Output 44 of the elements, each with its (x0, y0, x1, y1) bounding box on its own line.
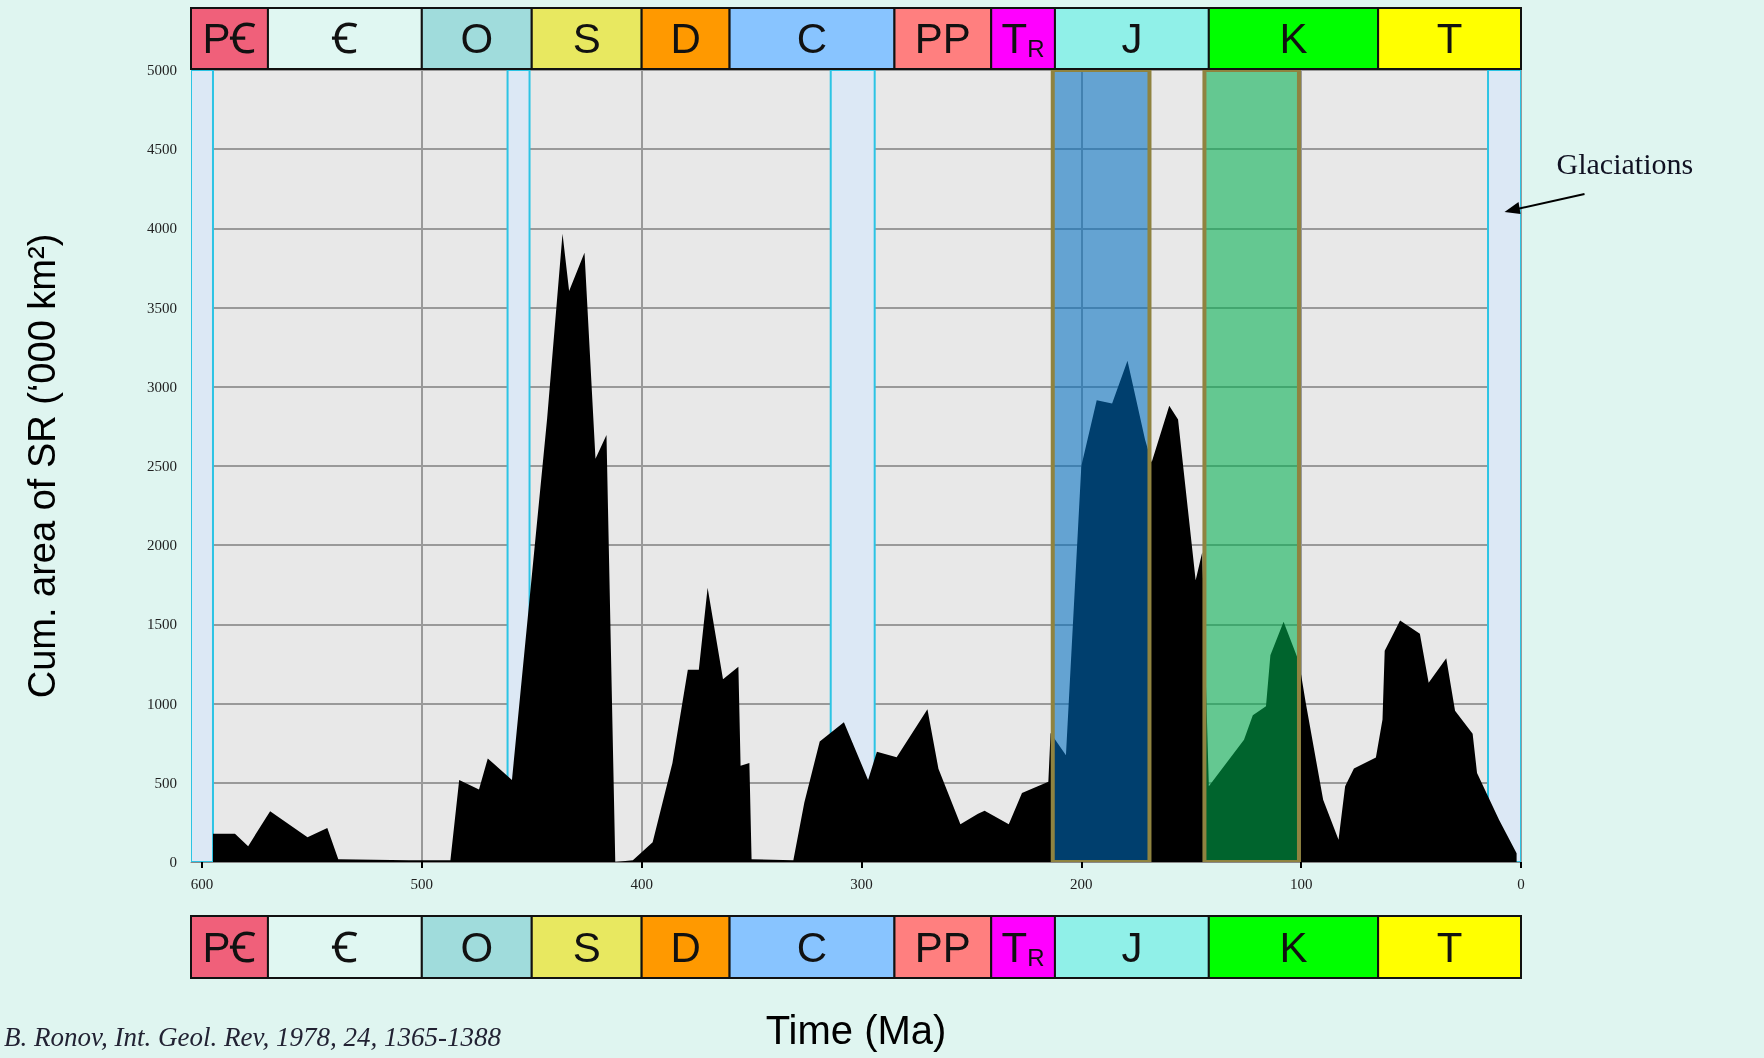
text: S (572, 15, 601, 62)
text: PꞒ (202, 923, 257, 971)
text: O (460, 923, 494, 971)
text: C (796, 15, 828, 62)
text: K (1279, 923, 1308, 971)
text: K (1279, 15, 1308, 62)
text: T (1436, 15, 1463, 62)
x-tick-label: 400 (630, 875, 653, 892)
text: J (1121, 15, 1143, 62)
text: TR (1001, 923, 1045, 971)
x-tick-label: 200 (1070, 875, 1093, 892)
text: PP (914, 923, 971, 971)
text: J (1121, 923, 1143, 971)
y-tick-label: 3000 (147, 378, 177, 395)
y-tick-label: 4000 (147, 220, 177, 237)
y-tick-label: 1500 (147, 616, 177, 633)
text: D (670, 15, 701, 62)
text: S (572, 923, 601, 971)
y-tick-label: 1000 (147, 695, 177, 712)
text: C (796, 923, 828, 971)
x-axis-title: Time (Ma) (765, 1008, 947, 1052)
y-tick-label: 0 (169, 854, 177, 870)
text: O (460, 15, 494, 62)
y-tick-label: 4500 (147, 141, 177, 158)
text: TR (1001, 15, 1045, 62)
text: T (1436, 923, 1463, 971)
text: Ꞓ (331, 923, 358, 971)
y-tick-label: 3500 (147, 299, 177, 316)
x-tick-label: 600 (190, 875, 214, 892)
y-axis-title: Cum. area of SR (‘000 km²) (21, 233, 63, 699)
y-tick-label: 5000 (147, 62, 177, 78)
text: B. Ronov, Int. Geol. Rev, 1978, 24, 1365-1388 (4, 1021, 502, 1052)
text: Glaciations (1556, 146, 1694, 180)
x-tick-label: 500 (410, 875, 434, 892)
text: PꞒ (202, 15, 257, 62)
text: Ꞓ (330, 15, 358, 62)
y-tick-label: 2000 (147, 537, 177, 554)
x-tick-label: 300 (850, 875, 873, 892)
y-tick-label: 2500 (147, 458, 177, 474)
x-tick-label: 0 (1517, 875, 1525, 892)
text: PP (914, 15, 971, 62)
text: D (670, 923, 701, 971)
y-tick-label: 500 (154, 774, 177, 791)
x-tick-label: 100 (1289, 875, 1313, 892)
